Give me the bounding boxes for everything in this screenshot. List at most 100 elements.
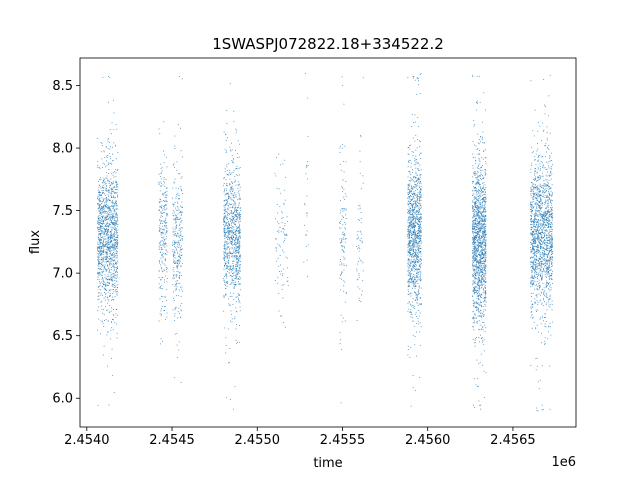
data-point	[416, 179, 418, 181]
data-point	[230, 268, 231, 270]
data-point	[240, 264, 241, 266]
data-point	[234, 240, 235, 242]
data-point	[231, 203, 233, 205]
data-point	[409, 218, 411, 220]
data-point	[416, 331, 417, 333]
data-point	[176, 283, 178, 285]
data-point	[413, 283, 415, 285]
data-point	[236, 255, 238, 257]
data-point	[239, 245, 241, 247]
data-point	[417, 278, 419, 280]
data-point	[417, 218, 419, 220]
data-point	[414, 299, 416, 301]
data-point	[99, 229, 101, 231]
data-point	[159, 313, 161, 315]
data-point	[116, 337, 118, 339]
data-point	[412, 195, 414, 197]
data-point	[175, 233, 177, 234]
data-point	[481, 261, 483, 263]
data-point	[239, 214, 241, 216]
data-point	[237, 227, 239, 229]
data-point	[100, 204, 102, 206]
data-point	[357, 278, 359, 280]
data-point	[420, 221, 422, 223]
data-point	[340, 275, 341, 277]
data-point	[415, 214, 417, 215]
data-point	[104, 182, 106, 184]
data-point	[116, 170, 118, 171]
data-point	[173, 205, 175, 207]
data-point	[101, 158, 103, 160]
data-point	[473, 275, 475, 277]
data-point	[225, 284, 227, 286]
data-point	[418, 233, 419, 235]
data-point	[107, 265, 109, 267]
data-point	[228, 272, 230, 274]
data-point	[105, 251, 107, 253]
data-point	[236, 217, 238, 219]
data-point	[104, 274, 106, 276]
data-point	[162, 184, 164, 186]
data-point	[416, 250, 417, 252]
data-point	[108, 242, 110, 244]
data-point	[111, 213, 113, 215]
data-point	[172, 187, 174, 189]
data-point	[102, 321, 103, 323]
data-point	[113, 242, 115, 244]
data-point	[105, 224, 106, 226]
data-point	[107, 248, 109, 250]
data-point	[101, 223, 103, 225]
data-point	[109, 250, 110, 252]
data-point	[229, 296, 231, 297]
data-point	[227, 137, 228, 139]
data-point	[162, 233, 164, 235]
data-point	[413, 231, 415, 232]
data-point	[232, 239, 233, 241]
data-point	[99, 263, 101, 265]
data-point	[224, 213, 226, 214]
data-point	[181, 220, 183, 221]
data-point	[236, 235, 238, 237]
data-point	[417, 126, 419, 127]
data-point	[111, 244, 113, 246]
data-point	[226, 255, 228, 257]
data-point	[407, 211, 409, 213]
data-point	[485, 281, 487, 283]
data-point	[231, 241, 233, 242]
data-point	[236, 257, 238, 259]
data-point	[239, 227, 241, 229]
data-point	[415, 238, 417, 240]
data-point	[479, 227, 481, 229]
data-point	[231, 188, 233, 189]
data-point	[100, 281, 102, 283]
data-point	[174, 250, 175, 252]
data-point	[112, 205, 114, 207]
data-point	[100, 151, 102, 153]
data-point	[238, 267, 240, 268]
data-point	[476, 309, 478, 311]
data-point	[177, 260, 179, 262]
data-point	[99, 215, 101, 216]
data-point	[414, 232, 416, 234]
data-point	[410, 281, 411, 283]
data-point	[115, 217, 116, 219]
data-point	[176, 344, 178, 346]
data-point	[114, 269, 115, 271]
data-point	[98, 199, 100, 201]
data-point	[98, 184, 100, 186]
data-point	[417, 182, 418, 184]
data-point	[412, 246, 414, 248]
data-point	[417, 192, 419, 194]
data-point	[410, 231, 412, 233]
data-point	[98, 205, 100, 207]
data-point	[411, 193, 413, 194]
data-point	[106, 223, 108, 225]
data-point	[112, 224, 114, 225]
data-point	[419, 263, 421, 265]
data-point	[102, 180, 104, 182]
data-point	[116, 231, 117, 233]
data-point	[178, 255, 180, 257]
data-point	[104, 193, 106, 195]
data-point	[102, 192, 104, 193]
data-point	[474, 282, 476, 283]
